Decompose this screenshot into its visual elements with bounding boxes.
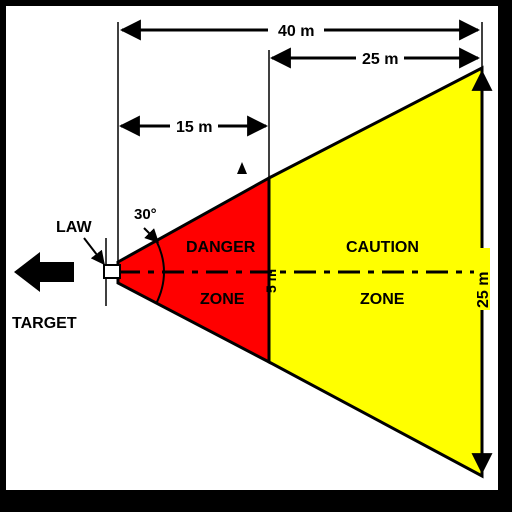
danger-label-1: DANGER [186,239,256,256]
angle-arc [155,239,165,305]
triangle-up-icon [237,162,247,174]
diagram-svg: TARGET LAW 30° DANGER ZONE CAUTION ZONE … [12,19,493,479]
dim-25m-side-label: 25 m [475,272,492,308]
danger-label-2: ZONE [200,291,245,308]
dim-40m-label: 40 m [278,23,314,40]
launcher-tube [103,264,121,279]
law-backblast-diagram: TARGET LAW 30° DANGER ZONE CAUTION ZONE … [6,6,498,490]
angle-label: 30° [134,206,157,223]
dim-25m-top-label: 25 m [362,51,398,68]
caution-label-2: ZONE [360,291,405,308]
caution-label-1: CAUTION [346,239,419,256]
law-label: LAW [56,219,92,236]
dim-5m-label: 5 m [263,269,279,293]
law-pointer [83,237,105,266]
target-label: TARGET [12,315,77,332]
arrow-left-icon [14,252,74,292]
dim-15m-label: 15 m [176,119,212,136]
